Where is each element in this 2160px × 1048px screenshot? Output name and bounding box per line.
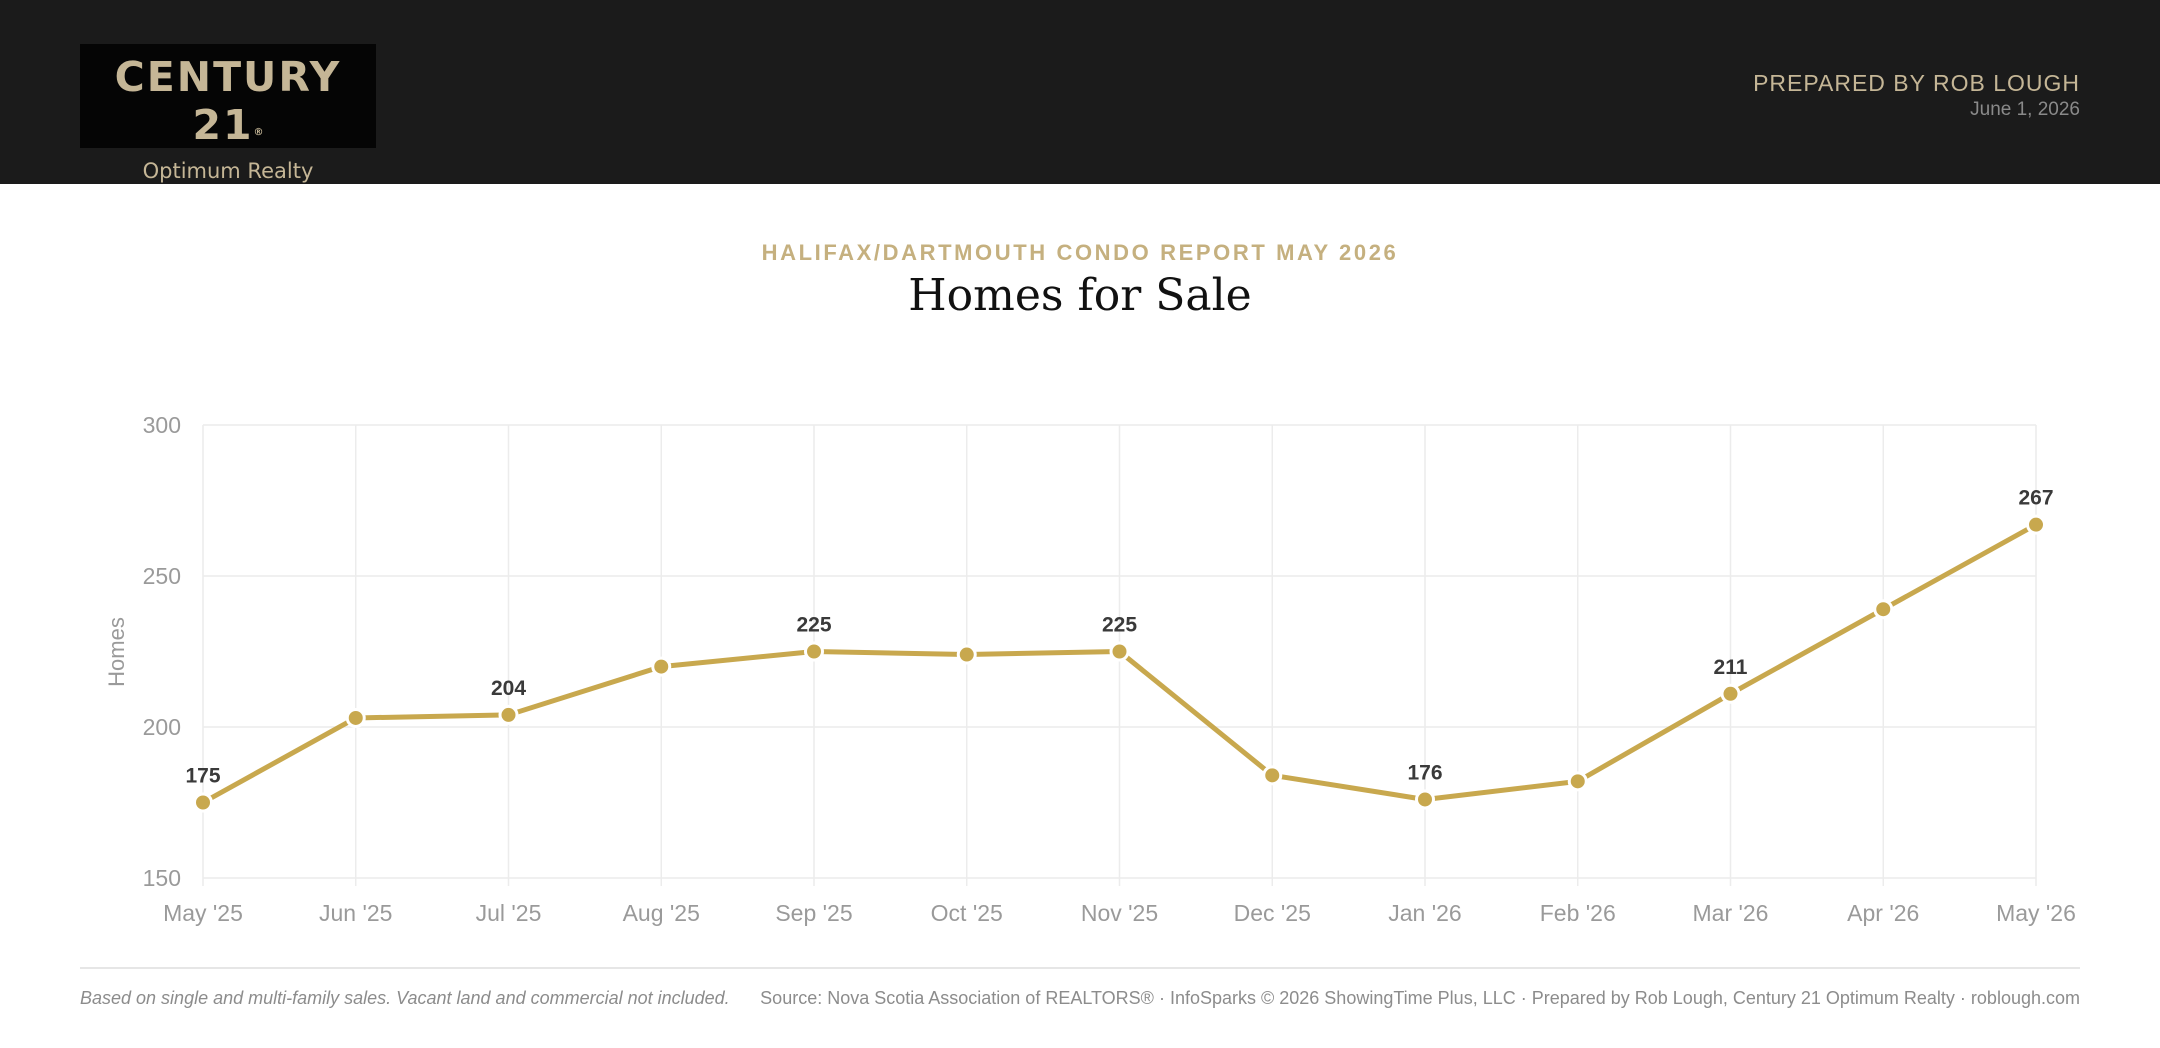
y-axis-title: Homes: [104, 617, 129, 687]
report-date: June 1, 2026: [1970, 99, 2080, 120]
logo-subtitle: Optimum Realty: [142, 159, 314, 183]
y-tick-label: 300: [143, 412, 181, 438]
data-point: [1109, 641, 1130, 662]
x-tick-label: May '26: [1996, 900, 2076, 926]
logo-registered-mark: ®: [253, 127, 264, 138]
y-tick-label: 200: [143, 714, 181, 740]
x-tick-label: Jun '25: [319, 900, 392, 926]
data-point: [1873, 599, 1894, 620]
century21-logo: CENTURY 21® Optimum Realty: [80, 44, 376, 183]
y-tick-label: 150: [143, 865, 181, 891]
data-label: 176: [1407, 761, 1442, 784]
data-point: [345, 707, 366, 728]
x-tick-label: Feb '26: [1540, 900, 1616, 926]
x-tick-label: Aug '25: [623, 900, 700, 926]
homes-for-sale-chart: 150 200 250 300 May '25 Jun '25 Jul '25 Aug '25…: [104, 412, 2076, 926]
data-point: [651, 656, 672, 677]
x-tick-label: Mar '26: [1693, 900, 1769, 926]
x-tick-label: Dec '25: [1234, 900, 1311, 926]
data-point: [1720, 683, 1741, 704]
report-header: CENTURY 21® Optimum Realty PREPARED BY R…: [0, 0, 2160, 184]
chart-axes: 150 200 250 300 May '25 Jun '25 Jul '25 Aug '25…: [143, 412, 2076, 926]
chart-data-labels: 175 204 225 225 176 211 267: [185, 487, 2053, 788]
data-point: [1415, 789, 1435, 810]
data-point: [193, 792, 213, 813]
footer-divider: [80, 967, 2080, 969]
data-label: 225: [796, 614, 831, 637]
x-tick-label: Jul '25: [476, 900, 542, 926]
report-eyebrow: HALIFAX/DARTMOUTH CONDO REPORT MAY 2026: [761, 240, 1399, 265]
data-point: [1567, 771, 1588, 792]
footer-source: Source: Nova Scotia Association of REALT…: [760, 988, 2080, 1008]
footer-note: Based on single and multi-family sales. …: [80, 988, 730, 1008]
data-point: [804, 641, 824, 662]
x-tick-label: Nov '25: [1081, 900, 1158, 926]
x-tick-label: Jan '26: [1388, 900, 1461, 926]
chart-series: [193, 514, 2046, 813]
data-point: [2026, 514, 2046, 535]
data-label: 267: [2018, 487, 2053, 510]
x-tick-label: Apr '26: [1847, 900, 1919, 926]
data-label: 225: [1102, 614, 1137, 637]
logo-brand: CENTURY 21®: [114, 53, 342, 149]
data-label: 211: [1714, 656, 1748, 679]
data-label: 175: [185, 765, 220, 788]
y-tick-label: 250: [143, 563, 181, 589]
data-label: 204: [491, 677, 526, 700]
data-point: [956, 644, 977, 665]
data-point: [1262, 765, 1283, 786]
chart-title: Homes for Sale: [908, 270, 1252, 321]
x-tick-label: May '25: [163, 900, 243, 926]
data-point: [498, 704, 519, 725]
prepared-by: PREPARED BY ROB LOUGH: [1753, 70, 2080, 96]
x-tick-label: Sep '25: [775, 900, 852, 926]
x-tick-label: Oct '25: [931, 900, 1003, 926]
